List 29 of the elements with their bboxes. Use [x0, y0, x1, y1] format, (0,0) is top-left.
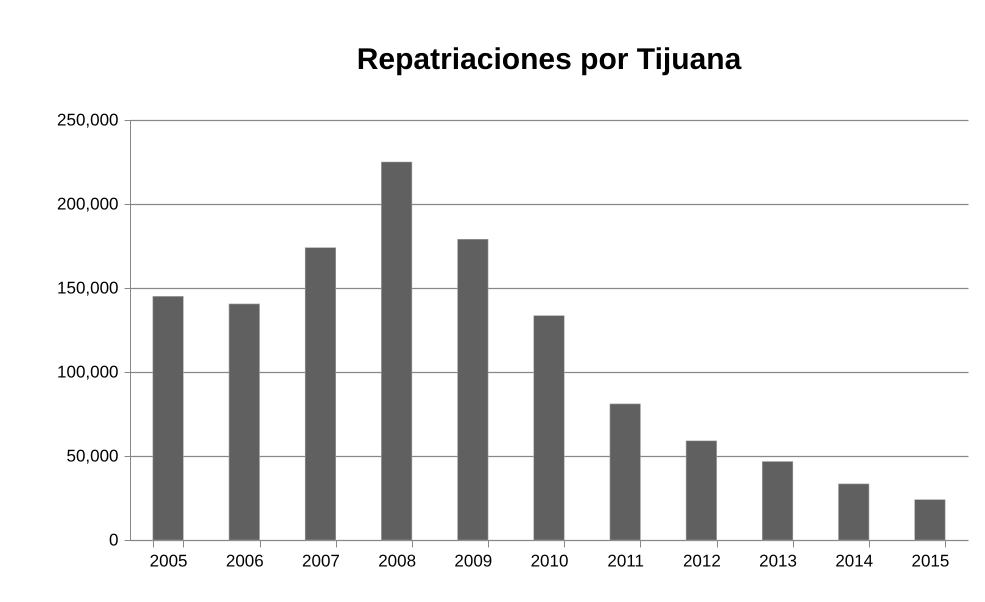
x-tick-label: 2005: [150, 552, 188, 570]
bar: [914, 499, 946, 540]
x-tick-label: 2012: [682, 552, 721, 570]
x-tick-label: 2008: [378, 552, 416, 570]
x-tick-label: 2007: [302, 552, 340, 570]
bar: [457, 238, 488, 540]
bar: [838, 484, 870, 540]
x-tick-label: 2013: [759, 552, 797, 570]
bar: [381, 162, 412, 540]
bar: [533, 315, 565, 540]
bar: [228, 304, 260, 540]
y-tick-label: 150,000: [57, 278, 118, 298]
y-tick-label: 250,000: [57, 110, 118, 130]
x-tick-label: 2006: [226, 552, 264, 570]
bar: [610, 404, 641, 540]
bar: [304, 247, 336, 540]
x-tick-label: 2009: [454, 552, 492, 570]
bar: [762, 461, 794, 540]
y-tick-label: 200,000: [57, 194, 118, 214]
x-tick-label: 2010: [530, 552, 568, 570]
x-tick-label: 2015: [911, 552, 950, 570]
y-tick-label: 0: [109, 530, 118, 550]
chart-title: Repatriaciones por Tijuana: [356, 43, 742, 76]
y-tick-label: 100,000: [57, 362, 118, 382]
x-tick-label: 2014: [835, 552, 874, 570]
bar: [686, 440, 717, 540]
bar: [152, 296, 184, 540]
y-tick-label: 50,000: [66, 446, 118, 466]
x-tick-label: 2011: [607, 552, 644, 570]
